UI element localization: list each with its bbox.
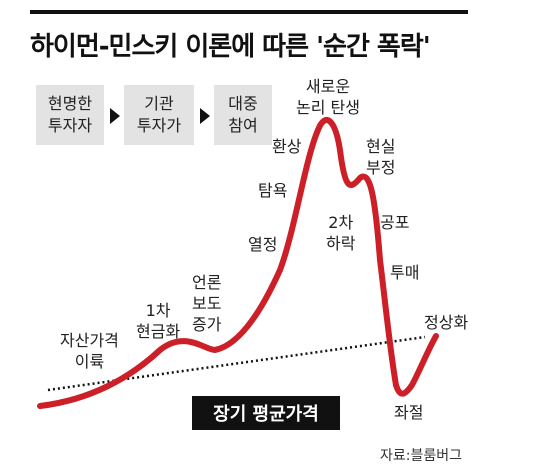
label-second-decline: 2차 하락 xyxy=(326,213,356,253)
stage-box-institutional: 기관 투자가 xyxy=(124,85,194,145)
stage-box-smart-money: 현명한 투자자 xyxy=(36,85,104,145)
label-reality: 현실 부정 xyxy=(366,137,396,177)
label-fear: 공포 xyxy=(380,213,410,232)
label-despair: 좌절 xyxy=(394,403,424,422)
stage-label: 기관 투자가 xyxy=(136,94,182,135)
stage-label: 대중 참여 xyxy=(228,94,258,135)
arrow-right-icon xyxy=(200,108,210,124)
stage-label: 현명한 투자자 xyxy=(47,94,93,135)
label-capitulation: 투매 xyxy=(390,263,420,282)
page-title: 하이먼-민스키 이론에 따른 '순간 폭락' xyxy=(30,32,431,62)
label-first-sell: 1차 현금화 xyxy=(136,301,181,341)
price-curve xyxy=(37,116,439,409)
title-rule xyxy=(30,10,468,14)
long-term-average-line xyxy=(47,335,426,392)
stage-box-public: 대중 참여 xyxy=(214,85,272,145)
label-greed: 탐욕 xyxy=(258,181,288,200)
label-delusion: 환상 xyxy=(272,137,302,156)
label-stealth: 자산가격 이륙 xyxy=(60,331,119,371)
source-credit: 자료:블룸버그 xyxy=(380,448,462,464)
label-media: 언론 보도 증가 xyxy=(192,273,222,334)
label-new-paradigm: 새로운 논리 탄생 xyxy=(296,77,360,117)
label-normal: 정상화 xyxy=(424,313,469,332)
title-bar: 하이먼-민스키 이론에 따른 '순간 폭락' xyxy=(0,0,547,70)
label-enthusiasm: 열정 xyxy=(248,235,278,254)
trend-label: 장기 평균가격 xyxy=(192,396,340,430)
arrow-right-icon xyxy=(110,108,120,124)
